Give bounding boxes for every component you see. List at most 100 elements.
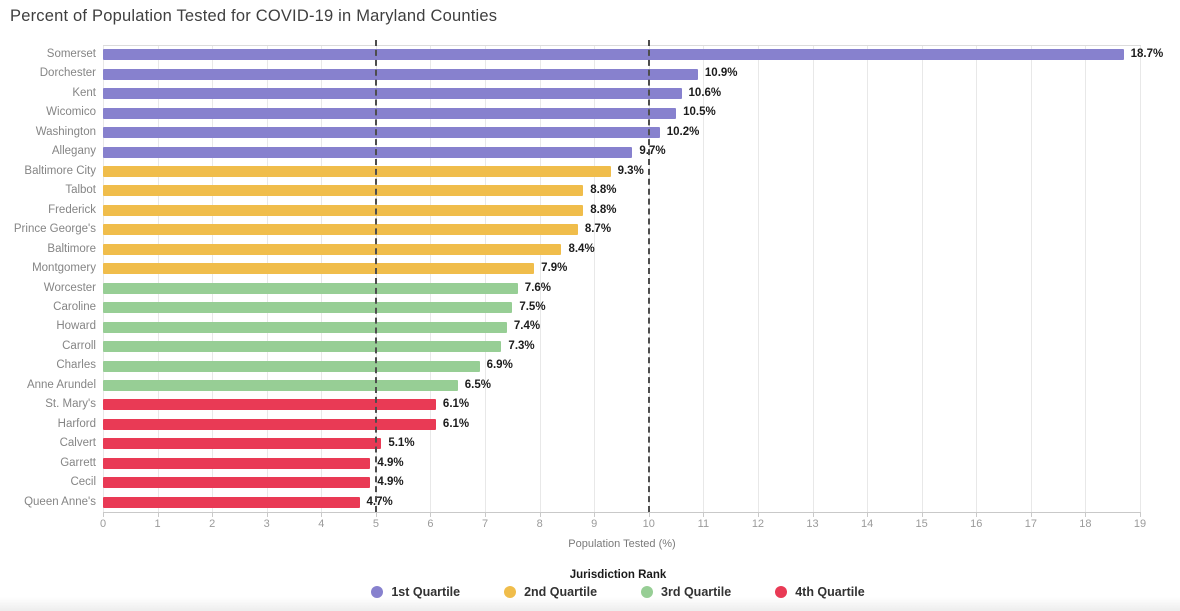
- value-label: 6.9%: [486, 359, 513, 372]
- x-tick-mark: [266, 512, 268, 517]
- reference-line: [647, 40, 650, 512]
- x-tick-mark: [1030, 512, 1032, 517]
- legend-label: 4th Quartile: [795, 585, 865, 599]
- value-label: 4.7%: [366, 495, 393, 508]
- bar: [103, 457, 371, 469]
- gridline: [867, 45, 869, 512]
- x-tick-mark: [812, 512, 814, 517]
- bar-row: Talbot 8.8%: [0, 181, 1180, 200]
- value-label: 7.6%: [524, 281, 552, 294]
- x-tick-label: 3: [263, 518, 270, 530]
- gridline: [703, 45, 705, 512]
- bar: [103, 185, 584, 197]
- chart-title: Percent of Population Tested for COVID-1…: [10, 7, 498, 25]
- x-tick-label: 7: [481, 518, 489, 530]
- x-tick-mark: [757, 512, 759, 517]
- bar-row: Garrett 4.9%: [0, 454, 1180, 473]
- legend-item: 4th Quartile: [775, 585, 865, 599]
- x-tick-label: 10: [642, 518, 655, 530]
- gridline: [757, 45, 759, 512]
- legend-label: 3rd Quartile: [661, 585, 732, 599]
- value-label: 6.5%: [464, 378, 491, 391]
- value-label: 5.1%: [388, 437, 415, 450]
- county-label: Frederick: [48, 203, 96, 216]
- county-label: Charles: [56, 359, 96, 372]
- county-label: Baltimore City: [24, 164, 96, 177]
- bar: [103, 380, 458, 391]
- value-label: 10.5%: [683, 106, 716, 119]
- value-label: 4.9%: [377, 456, 404, 469]
- bar: [103, 477, 371, 489]
- x-tick-label: 6: [427, 518, 434, 530]
- bar: [103, 68, 698, 80]
- x-tick-mark: [594, 512, 596, 517]
- value-label: 8.8%: [590, 184, 617, 197]
- bar-row: Kent 10.6%: [0, 84, 1180, 103]
- legend-dot-icon: [641, 586, 654, 598]
- bar-row: Somerset 18.7%: [0, 45, 1180, 64]
- x-tick-label: 19: [1133, 518, 1147, 530]
- gridline: [1085, 45, 1087, 512]
- bar-row: Calvert 5.1%: [0, 434, 1180, 453]
- value-label: 7.9%: [541, 262, 568, 275]
- x-tick-label: 13: [806, 518, 819, 530]
- county-label: Cecil: [70, 476, 96, 489]
- legend-dot-icon: [504, 586, 517, 598]
- legend-label: 2nd Quartile: [524, 585, 598, 599]
- county-label: Kent: [72, 86, 96, 99]
- bar-row: Harford 6.1%: [0, 415, 1180, 434]
- x-tick-mark: [485, 512, 487, 517]
- bar-row: Caroline 7.5%: [0, 298, 1180, 317]
- bar-row: Allegany 9.7%: [0, 142, 1180, 161]
- bar-row: Montgomery 7.9%: [0, 259, 1180, 278]
- legend-title: Jurisdiction Rank: [569, 569, 667, 581]
- value-label: 18.7%: [1130, 48, 1164, 60]
- value-label: 9.7%: [639, 145, 666, 158]
- value-label: 7.5%: [519, 300, 546, 313]
- county-label: Worcester: [43, 281, 96, 294]
- county-label: Wicomico: [46, 106, 96, 119]
- bar-row: Carroll 7.3%: [0, 337, 1180, 356]
- gridline: [103, 45, 104, 512]
- x-tick-label: 8: [536, 518, 543, 530]
- gridline: [921, 45, 923, 512]
- bar: [103, 360, 480, 372]
- x-axis-title: Population Tested (%): [568, 538, 676, 550]
- plot-top-border: [103, 45, 1141, 46]
- value-label: 8.7%: [584, 223, 612, 236]
- bar-row: Dorchester 10.9%: [0, 64, 1180, 83]
- county-label: Calvert: [59, 437, 96, 450]
- gridline: [594, 45, 596, 512]
- x-tick-mark: [157, 512, 159, 517]
- value-label: 10.2%: [666, 125, 700, 138]
- county-label: Dorchester: [39, 67, 96, 80]
- value-label: 9.3%: [617, 164, 644, 177]
- county-label: Carroll: [62, 339, 96, 352]
- gridline: [1140, 45, 1141, 512]
- county-label: Harford: [57, 417, 96, 430]
- x-tick-mark: [430, 512, 432, 517]
- value-label: 8.8%: [590, 203, 617, 216]
- bar: [103, 321, 507, 333]
- gridline: [539, 45, 541, 512]
- bottom-fade-decoration: [0, 597, 1180, 611]
- legend-item: 3rd Quartile: [641, 585, 731, 599]
- x-tick-mark: [375, 512, 377, 517]
- county-label: Somerset: [46, 48, 96, 60]
- bar: [103, 224, 578, 236]
- x-tick-mark: [1085, 512, 1087, 517]
- x-tick-label: 4: [318, 518, 325, 530]
- bar-row: Cecil 4.9%: [0, 473, 1180, 492]
- x-tick-mark: [212, 512, 214, 517]
- x-tick-label: 5: [372, 518, 379, 530]
- x-axis-line: [103, 512, 1141, 513]
- legend-dot-icon: [371, 586, 384, 598]
- x-tick-mark: [321, 512, 323, 517]
- bar: [103, 165, 611, 177]
- bar: [103, 418, 436, 430]
- bar: [103, 282, 518, 294]
- bar-row: Baltimore City 9.3%: [0, 162, 1180, 181]
- value-label: 6.1%: [442, 398, 470, 411]
- x-tick-label: 17: [1024, 518, 1037, 530]
